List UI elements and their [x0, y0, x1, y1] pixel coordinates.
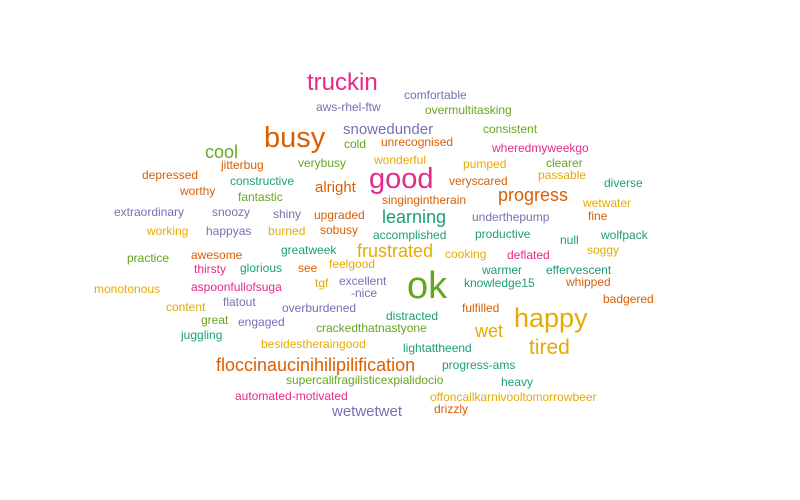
word-practice: practice: [127, 251, 169, 265]
word-learning: learning: [382, 207, 446, 227]
word-automated-motivated: automated-motivated: [235, 389, 348, 403]
word-clearer: clearer: [546, 156, 583, 170]
word-warmer: warmer: [481, 263, 522, 277]
word-feelgood: feelgood: [329, 257, 375, 271]
word-nice: -nice: [351, 286, 377, 300]
word-aws-rhel-ftw: aws-rhel-ftw: [316, 100, 381, 114]
word-alright: alright: [315, 179, 357, 196]
word-soggy: soggy: [587, 243, 619, 257]
word-burned: burned: [268, 224, 305, 238]
word-deflated: deflated: [507, 248, 550, 262]
word-depressed: depressed: [142, 168, 198, 182]
word-passable: passable: [538, 168, 586, 182]
word-wetwater: wetwater: [582, 196, 631, 210]
word-happy: happy: [514, 303, 588, 333]
word-engaged: engaged: [238, 315, 285, 329]
word-fine: fine: [588, 209, 608, 223]
word-fulfilled: fulfilled: [462, 301, 499, 315]
word-wet: wet: [474, 321, 503, 341]
word-flatout: flatout: [223, 295, 256, 309]
word-extraordinary: extraordinary: [114, 205, 184, 219]
word-upgraded: upgraded: [314, 208, 365, 222]
word-good: good: [369, 163, 434, 195]
word-offoncallkarnivooltomorrowbeer: offoncallkarnivooltomorrowbeer: [430, 390, 597, 404]
word-crackedthatnastyone: crackedthatnastyone: [316, 321, 427, 335]
word-great: great: [201, 313, 229, 327]
word-effervescent: effervescent: [546, 263, 612, 277]
word-whipped: whipped: [565, 275, 611, 289]
word-veryscared: veryscared: [449, 174, 508, 188]
word-happyas: happyas: [206, 224, 251, 238]
word-knowledge15: knowledge15: [464, 276, 535, 290]
word-busy: busy: [264, 122, 326, 154]
word-snoozy: snoozy: [212, 205, 250, 219]
word-distracted: distracted: [386, 309, 438, 323]
word-glorious: glorious: [240, 261, 282, 275]
word-heavy: heavy: [501, 375, 533, 389]
word-content: content: [166, 300, 206, 314]
word-ok: ok: [407, 265, 448, 307]
word-wonderful: wonderful: [373, 153, 426, 167]
word-wolfpack: wolfpack: [600, 228, 649, 242]
word-floccinaucinihilipilification: floccinaucinihilipilification: [216, 355, 415, 375]
word-constructive: constructive: [230, 174, 294, 188]
word-overmultitasking: overmultitasking: [425, 103, 512, 117]
word-awesome: awesome: [191, 248, 243, 262]
word-unrecognised: unrecognised: [381, 135, 453, 149]
word-progress-ams: progress-ams: [442, 358, 515, 372]
word-frustrated: frustrated: [357, 241, 433, 261]
word-wetwetwet: wetwetwet: [331, 403, 403, 420]
word-tired: tired: [529, 336, 570, 359]
word-accomplished: accomplished: [373, 228, 446, 242]
word-null: null: [560, 233, 579, 247]
word-thirsty: thirsty: [194, 262, 226, 276]
word-worthy: worthy: [179, 184, 215, 198]
word-cooking: cooking: [445, 247, 486, 261]
word-monotonous: monotonous: [94, 282, 160, 296]
word-badgered: badgered: [603, 292, 654, 306]
word-overburdened: overburdened: [282, 301, 356, 315]
word-working: working: [146, 224, 188, 238]
word-lightattheend: lightattheend: [403, 341, 472, 355]
word-progress: progress: [498, 185, 568, 205]
word-supercalifragilisticexpialidocio: supercalifragilisticexpialidocio: [286, 373, 444, 387]
word-consistent: consistent: [483, 122, 538, 136]
word-excellent: excellent: [339, 274, 387, 288]
word-snowedunder: snowedunder: [343, 121, 433, 138]
word-jitterbug: jitterbug: [220, 158, 264, 172]
word-shiny: shiny: [273, 207, 301, 221]
word-truckin: truckin: [307, 69, 378, 96]
word-wheredmyweekgo: wheredmyweekgo: [491, 141, 589, 155]
word-diverse: diverse: [604, 176, 643, 190]
word-underthepump: underthepump: [472, 210, 550, 224]
word-aspoonfullofsuga: aspoonfullofsuga: [191, 280, 282, 294]
word-drizzly: drizzly: [434, 402, 468, 416]
word-pumped: pumped: [463, 157, 506, 171]
word-juggling: juggling: [180, 328, 222, 342]
word-verybusy: verybusy: [298, 156, 346, 170]
word-see: see: [298, 261, 318, 275]
word-cool: cool: [205, 142, 238, 162]
word-besidestheraingood: besidestheraingood: [261, 337, 366, 351]
word-tgf: tgf: [315, 276, 329, 290]
word-fantastic: fantastic: [238, 190, 283, 204]
word-greatweek: greatweek: [281, 243, 337, 257]
word-sobusy: sobusy: [320, 223, 358, 237]
word-comfortable: comfortable: [404, 88, 467, 102]
word-singingintherain: singingintherain: [382, 193, 466, 207]
word-productive: productive: [475, 227, 531, 241]
word-cold: cold: [344, 137, 366, 151]
